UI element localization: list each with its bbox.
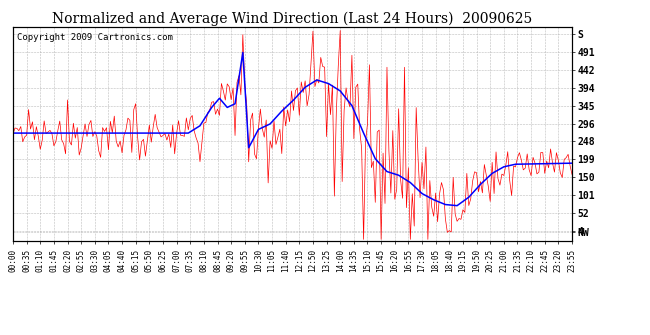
Title: Normalized and Average Wind Direction (Last 24 Hours)  20090625: Normalized and Average Wind Direction (L…	[53, 11, 532, 26]
Text: Copyright 2009 Cartronics.com: Copyright 2009 Cartronics.com	[18, 33, 174, 42]
